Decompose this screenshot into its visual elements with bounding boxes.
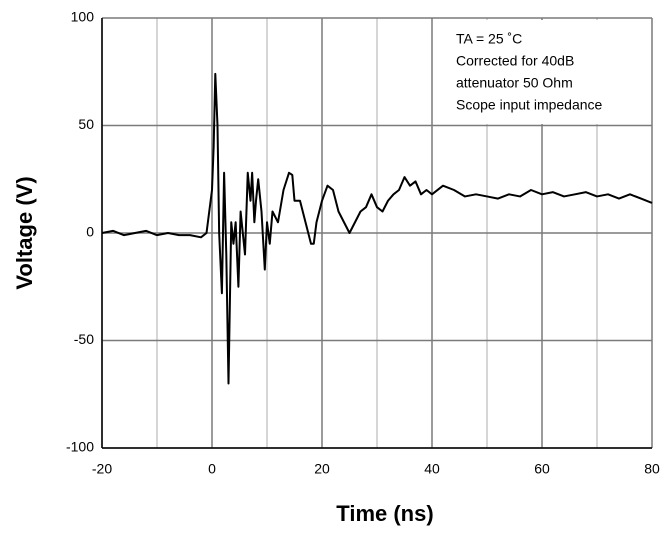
x-tick-label: 60 [534, 461, 550, 477]
y-axis-label: Voltage (V) [12, 176, 37, 289]
annotation-box [446, 20, 650, 124]
annotation: TA = 25 ˚C [456, 31, 522, 47]
annotation: Corrected for 40dB [456, 53, 574, 69]
x-tick-label: 80 [644, 461, 660, 477]
x-axis-label: Time (ns) [336, 501, 433, 526]
x-tick-label: 40 [424, 461, 440, 477]
y-tick-label: -100 [66, 439, 94, 455]
x-tick-label: 0 [208, 461, 216, 477]
x-tick-label: -20 [92, 461, 112, 477]
x-tick-label: 20 [314, 461, 330, 477]
y-tick-label: 50 [78, 116, 94, 132]
annotation: attenuator 50 Ohm [456, 75, 573, 91]
annotation: Scope input impedance [456, 97, 603, 113]
y-tick-label: 0 [86, 224, 94, 240]
y-tick-label: 100 [71, 9, 95, 25]
trace [101, 72, 653, 385]
y-tick-label: -50 [74, 331, 94, 347]
